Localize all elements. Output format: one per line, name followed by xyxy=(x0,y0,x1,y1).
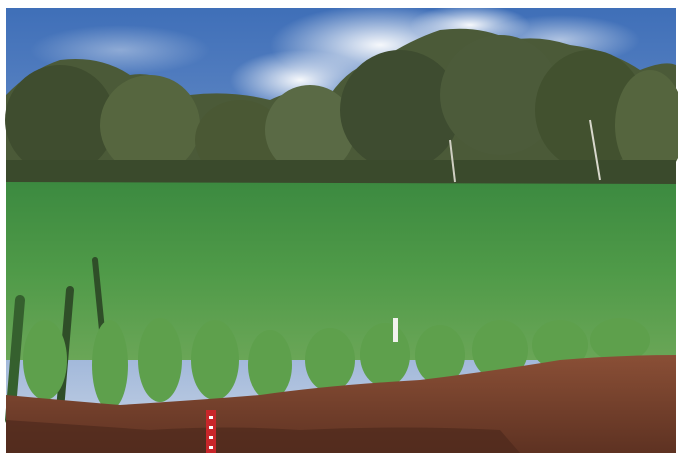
soil xyxy=(6,355,676,453)
measuring-stick xyxy=(206,410,216,453)
trees xyxy=(5,28,678,185)
stake xyxy=(393,318,398,342)
wheat-field xyxy=(6,182,676,360)
crop-rows xyxy=(5,257,650,425)
pit-face xyxy=(6,420,520,453)
